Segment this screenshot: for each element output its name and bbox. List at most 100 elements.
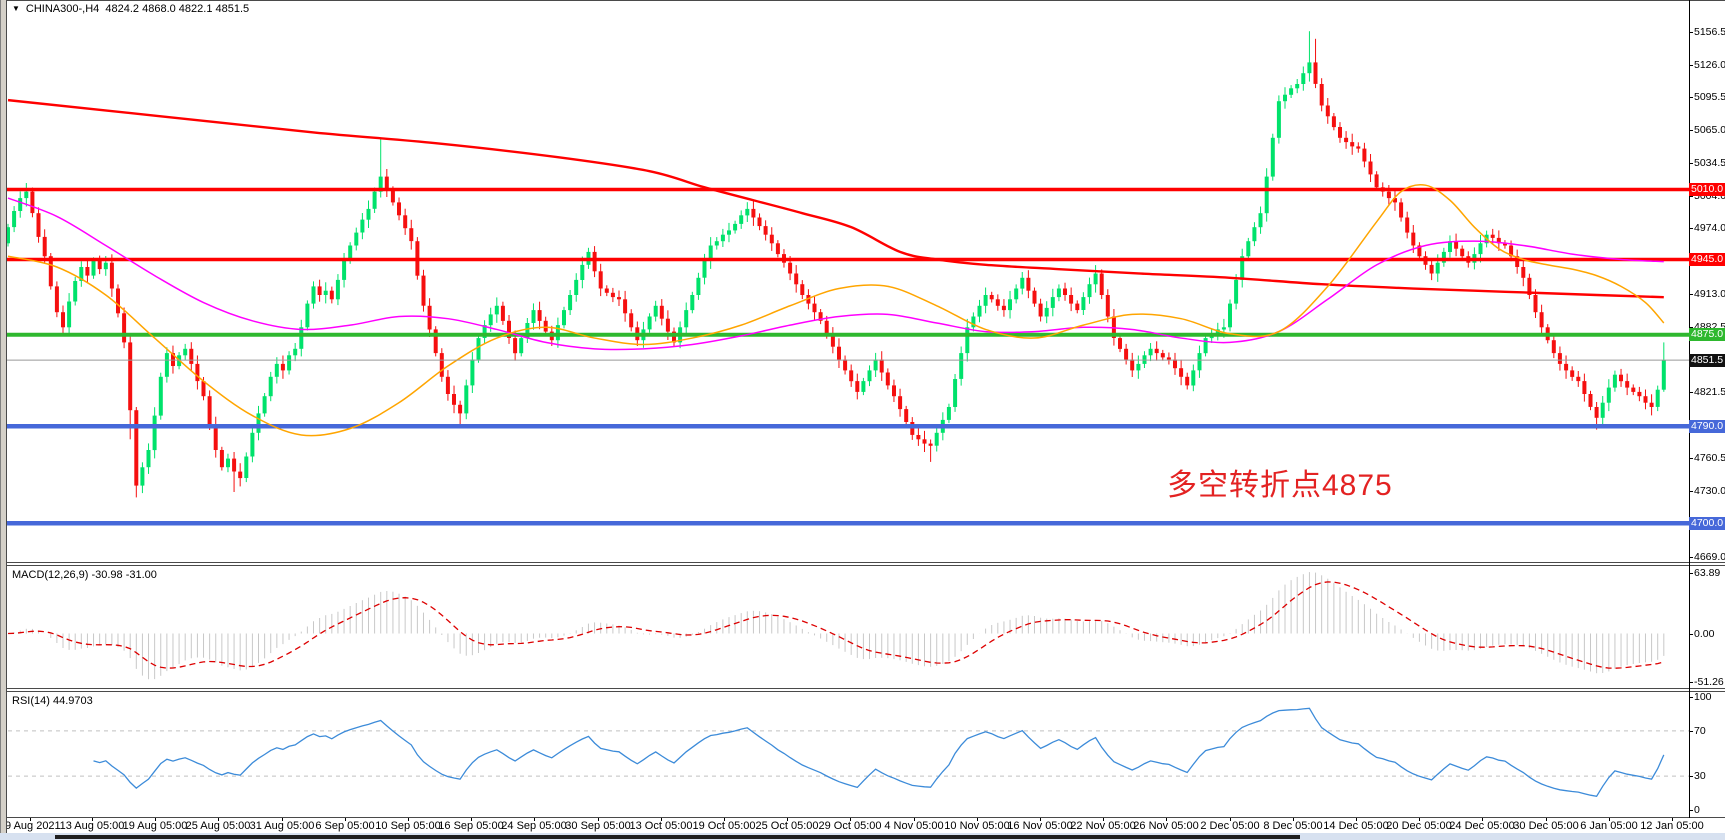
window-top-border <box>0 0 1725 1</box>
rsi-tick-mark <box>1689 810 1693 811</box>
level-price-box: 4945.0 <box>1689 253 1725 266</box>
symbol-header[interactable]: ▼ CHINA300-,H4 4824.2 4868.0 4822.1 4851.… <box>12 3 249 15</box>
date-tick-label: 24 Dec 05:00 <box>1449 820 1515 832</box>
date-tick-mark <box>1230 818 1231 821</box>
price-tick-label: 4669.0 <box>1694 551 1725 563</box>
level-price-box: 5010.0 <box>1689 183 1725 196</box>
price-tick-label: 4821.5 <box>1694 386 1725 398</box>
price-tick-mark <box>1689 65 1693 66</box>
date-tick-mark <box>1166 818 1167 821</box>
date-tick-mark <box>598 818 599 821</box>
date-tick-label: 13 Aug 05:00 <box>59 820 125 832</box>
date-tick-label: 16 Sep 05:00 <box>438 820 504 832</box>
price-tick-mark <box>1689 32 1693 33</box>
price-tick-label: 5126.0 <box>1694 59 1725 71</box>
level-price-box: 4700.0 <box>1689 517 1725 530</box>
price-tick-label: 4730.0 <box>1694 485 1725 497</box>
current-price-box: 4851.5 <box>1689 354 1725 367</box>
symbol-menu-icon[interactable]: ▼ <box>12 4 20 13</box>
date-tick-label: 6 Jan 05:00 <box>1580 820 1638 832</box>
rsi-tick-mark <box>1689 776 1693 777</box>
main-panel-bottom-border[interactable] <box>0 562 1725 563</box>
chart-annotation-text[interactable]: 多空转折点4875 <box>1167 469 1393 502</box>
date-tick-mark <box>218 818 219 821</box>
date-tick-label: 4 Nov 05:00 <box>884 820 944 832</box>
level-price-box: 4790.0 <box>1689 420 1725 433</box>
price-tick-mark <box>1689 327 1693 328</box>
date-tick-label: 22 Nov 05:00 <box>1070 820 1136 832</box>
date-tick-label: 10 Sep 05:00 <box>375 820 441 832</box>
main-chart-canvas[interactable] <box>0 0 1689 562</box>
date-tick-mark <box>30 818 31 821</box>
price-axis-line[interactable] <box>1689 0 1690 818</box>
price-tick-label: 5034.5 <box>1694 157 1725 169</box>
date-tick-mark <box>661 818 662 821</box>
date-tick-mark <box>850 818 851 821</box>
support-resistance-lines[interactable] <box>0 187 1689 526</box>
date-tick-label: 26 Nov 05:00 <box>1133 820 1199 832</box>
date-tick-label: 12 Jan 05:00 <box>1640 820 1704 832</box>
date-tick-label: 19 Oct 05:00 <box>692 820 756 832</box>
price-tick-mark <box>1689 228 1693 229</box>
date-tick-label: 29 Oct 05:00 <box>818 820 882 832</box>
date-tick-label: 14 Dec 05:00 <box>1323 820 1389 832</box>
rsi-tick-label: 0 <box>1694 804 1700 816</box>
macd-tick-label: 63.89 <box>1694 567 1721 579</box>
price-tick-mark <box>1689 458 1693 459</box>
date-tick-mark <box>155 818 156 821</box>
date-tick-mark <box>914 818 915 821</box>
price-tick-mark <box>1689 130 1693 131</box>
symbol-title: CHINA300-,H4 <box>25 3 100 15</box>
date-tick-label: 20 Dec 05:00 <box>1386 820 1452 832</box>
date-tick-mark <box>1672 818 1673 821</box>
date-tick-mark <box>92 818 93 821</box>
date-tick-mark <box>1609 818 1610 821</box>
price-tick-mark <box>1689 491 1693 492</box>
ma-mid-magenta <box>7 197 1664 351</box>
macd-panel-bottom-border[interactable] <box>0 688 1725 689</box>
level-price-box: 4875.0 <box>1689 328 1725 341</box>
date-tick-label: 13 Oct 05:00 <box>629 820 693 832</box>
price-tick-label: 5095.5 <box>1694 91 1725 103</box>
rsi-label: RSI(14) 44.9703 <box>12 695 93 707</box>
date-tick-mark <box>1419 818 1420 821</box>
window-bottom-bar <box>55 835 1300 839</box>
price-tick-mark <box>1689 557 1693 558</box>
date-tick-mark <box>724 818 725 821</box>
macd-histogram <box>13 572 1665 680</box>
rsi-indicator-canvas[interactable] <box>0 692 1689 817</box>
rsi-panel-top-border <box>0 691 1725 692</box>
moving-average-lines <box>7 98 1665 437</box>
date-tick-mark <box>787 818 788 821</box>
date-tick-label: 31 Aug 05:00 <box>249 820 315 832</box>
date-tick-label: 8 Dec 05:00 <box>1263 820 1323 832</box>
price-tick-label: 5156.5 <box>1694 26 1725 38</box>
rsi-tick-label: 30 <box>1694 770 1706 782</box>
date-tick-mark <box>1546 818 1547 821</box>
window-bottom-strip <box>0 833 1725 840</box>
date-tick-label: 16 Nov 05:00 <box>1007 820 1073 832</box>
date-tick-mark <box>471 818 472 821</box>
date-tick-label: 24 Sep 05:00 <box>501 820 567 832</box>
window-left-border <box>0 0 7 840</box>
symbol-ohlc-values: 4824.2 4868.0 4822.1 4851.5 <box>105 3 250 15</box>
date-tick-mark <box>345 818 346 821</box>
ma-fast-orange <box>7 183 1665 437</box>
price-tick-mark <box>1689 196 1693 197</box>
date-tick-label: 10 Nov 05:00 <box>944 820 1010 832</box>
date-tick-mark <box>1293 818 1294 821</box>
date-tick-label: 19 Aug 05:00 <box>122 820 188 832</box>
date-tick-label: 30 Dec 05:00 <box>1513 820 1579 832</box>
date-tick-label: 30 Sep 05:00 <box>565 820 631 832</box>
macd-panel-top-border <box>0 565 1725 566</box>
macd-tick-mark <box>1689 634 1693 635</box>
price-tick-label: 4913.0 <box>1694 288 1725 300</box>
macd-tick-mark <box>1689 573 1693 574</box>
date-tick-label: 25 Oct 05:00 <box>755 820 819 832</box>
date-tick-mark <box>1103 818 1104 821</box>
rsi-tick-label: 100 <box>1694 691 1712 703</box>
date-tick-label: 2 Dec 05:00 <box>1200 820 1260 832</box>
rsi-tick-mark <box>1689 731 1693 732</box>
macd-indicator-canvas[interactable] <box>0 566 1689 688</box>
